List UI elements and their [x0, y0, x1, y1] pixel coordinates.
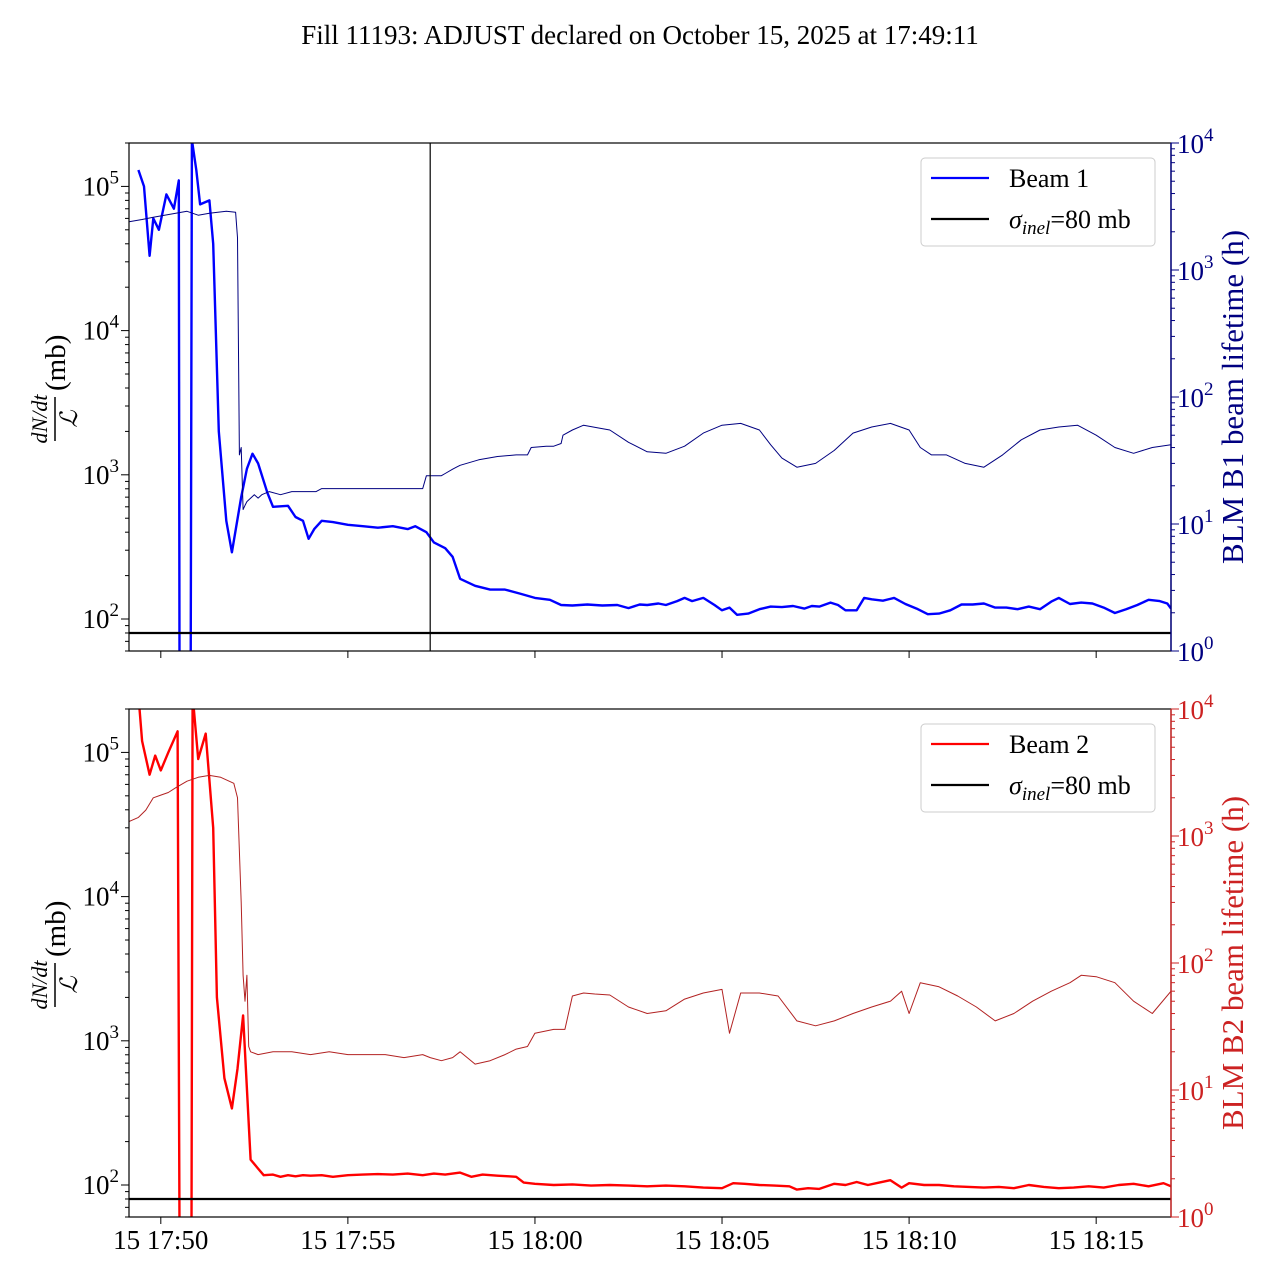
legend-label-sigma: σinel=80 mb: [1009, 205, 1131, 239]
x-tick-label: 15 18:00: [487, 1225, 582, 1255]
blm-lifetime-line-top: [129, 210, 1171, 510]
x-tick-label: 15 18:15: [1049, 1225, 1144, 1255]
left-y-label-numerator: dN/dt: [27, 960, 52, 1010]
left-y-label-unit: (mb): [40, 901, 72, 957]
x-tick-label: 15 17:55: [300, 1225, 395, 1255]
left-y-tick-label: 103: [83, 456, 120, 490]
right-y-tick-label: 103: [1177, 818, 1214, 852]
right-y-axis-label: BLM B1 beam lifetime (h): [1215, 230, 1250, 564]
legend-box: [920, 723, 1156, 813]
right-y-tick-label: 102: [1177, 379, 1214, 413]
right-y-tick-label: 100: [1177, 633, 1214, 667]
left-y-axis-label: dN/dt ℒ (mb): [27, 335, 83, 444]
left-y-tick-label: 104: [83, 878, 120, 912]
loss-rate-line-top: [137, 143, 1171, 651]
blm-lifetime-line-bottom: [129, 774, 1171, 1065]
left-y-tick-label: 103: [83, 1022, 120, 1056]
right-y-tick-label: 101: [1177, 1072, 1214, 1106]
loss-rate-line-bottom: [138, 709, 1171, 1217]
legend-label: Beam 1: [1009, 164, 1089, 193]
legend: Beam 1 σinel=80 mb: [920, 157, 1156, 247]
panel-bottom-beam2: 102 103 104 105 100 101 102 103 104 BLM B2 beam l…: [27, 691, 1250, 1255]
right-y-tick-label: 104: [1177, 691, 1214, 725]
right-y-axis-label: BLM B2 beam lifetime (h): [1215, 796, 1250, 1130]
left-y-label-denominator: ℒ: [57, 410, 83, 428]
right-y-tick-label: 101: [1177, 506, 1214, 540]
left-y-label-denominator: ℒ: [57, 976, 83, 994]
panel-top-beam1: 102 103 104 105 100 101 102 103 104 BLM B1 beam l…: [27, 125, 1250, 667]
left-y-tick-label: 104: [83, 312, 120, 346]
left-y-axis-label: dN/dt ℒ (mb): [27, 901, 83, 1010]
legend-label-sigma: σinel=80 mb: [1009, 771, 1131, 805]
left-y-tick-label: 102: [83, 600, 120, 634]
legend-box: [920, 157, 1156, 247]
right-y-tick-label: 102: [1177, 945, 1214, 979]
left-y-tick-label: 105: [83, 733, 120, 767]
left-y-label-numerator: dN/dt: [27, 394, 52, 444]
left-y-label-unit: (mb): [40, 335, 72, 391]
right-y-tick-label: 100: [1177, 1199, 1214, 1233]
left-y-tick-label: 105: [83, 167, 120, 201]
figure-title: Fill 11193: ADJUST declared on October 1…: [301, 20, 978, 50]
legend: Beam 2 σinel=80 mb: [920, 723, 1156, 813]
x-tick-label: 15 17:50: [113, 1225, 208, 1255]
right-y-tick-label: 103: [1177, 252, 1214, 286]
right-y-tick-label: 104: [1177, 125, 1214, 159]
x-tick-label: 15 18:05: [674, 1225, 769, 1255]
legend-label: Beam 2: [1009, 730, 1089, 759]
x-tick-label: 15 18:10: [861, 1225, 956, 1255]
left-y-tick-label: 102: [83, 1166, 120, 1200]
